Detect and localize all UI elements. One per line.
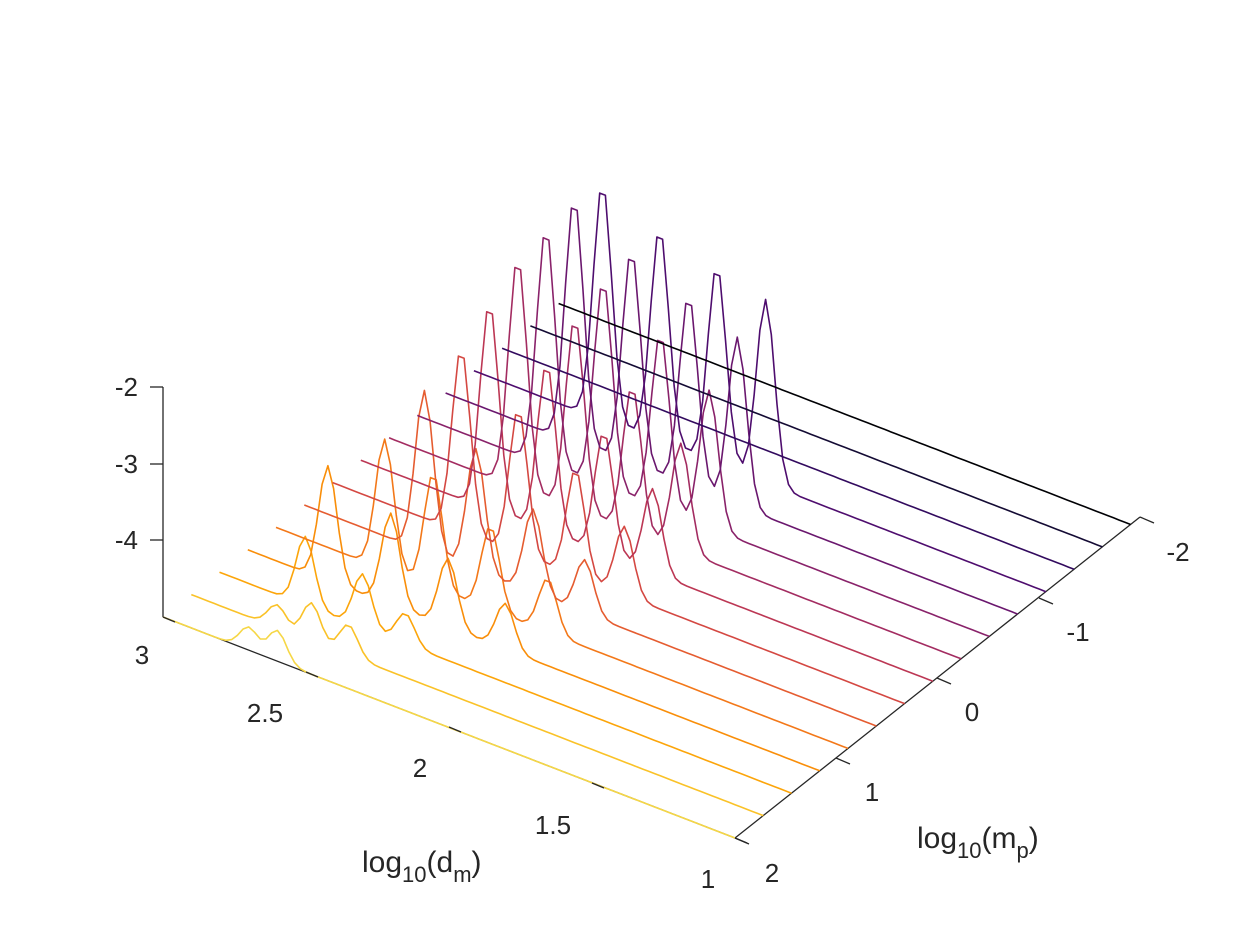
y-axis-label-var: (m	[982, 822, 1017, 855]
x-tick-label: 2.5	[247, 698, 283, 728]
series-trace	[445, 207, 1018, 615]
x-axis-label-var-sub: m	[453, 862, 471, 887]
tick-mark	[448, 726, 462, 733]
series-trace	[191, 593, 764, 817]
y-tick-label: 1	[865, 777, 879, 807]
tick-mark	[1139, 516, 1155, 524]
series-trace	[417, 237, 990, 638]
tick-mark	[734, 837, 750, 845]
series-trace	[275, 438, 849, 750]
series-trace	[558, 302, 1131, 526]
y-axis-line	[734, 516, 1141, 839]
series-trace	[247, 464, 821, 772]
x-tick-label: 2	[413, 753, 427, 783]
y-tick-label: 2	[765, 858, 779, 888]
x-axis-label-close: )	[472, 846, 482, 879]
y-axis-label-base: log	[917, 822, 957, 855]
tick-mark	[835, 757, 851, 765]
z-tick-label: -3	[115, 449, 138, 479]
x-axis-label-var: (d	[427, 846, 454, 879]
series-trace	[304, 389, 877, 727]
series-trace	[473, 192, 1047, 593]
x-tick-label: 3	[135, 640, 149, 670]
tick-mark	[162, 616, 176, 623]
series-trace	[360, 311, 934, 682]
y-tick-label: -2	[1166, 537, 1189, 567]
x-axis-label: log10(dm)	[362, 846, 482, 887]
x-axis-label-sub: 10	[402, 862, 426, 887]
x-tick-label: 1.5	[535, 810, 571, 840]
y-tick-label: 0	[965, 697, 979, 727]
series-trace	[530, 325, 1103, 548]
traces-group	[162, 192, 1131, 839]
z-tick-label: -4	[115, 525, 138, 555]
series-trace	[332, 355, 905, 705]
y-axis-label-close: )	[1029, 822, 1039, 855]
tick-mark	[305, 671, 319, 678]
series-trace	[501, 347, 1075, 571]
tick-mark	[936, 677, 952, 685]
z-tick-label: -2	[115, 372, 138, 402]
y-axis-label-sub: 10	[957, 838, 981, 863]
series-trace	[219, 535, 792, 794]
y-axis-label-var-sub: p	[1017, 838, 1029, 863]
x-tick-label: 1	[701, 864, 715, 894]
y-axis-label: log10(mp)	[917, 822, 1039, 863]
x-axis-label-base: log	[362, 846, 402, 879]
tick-mark	[1038, 597, 1054, 605]
tick-mark	[591, 782, 605, 789]
y-tick-label: -1	[1066, 617, 1089, 647]
